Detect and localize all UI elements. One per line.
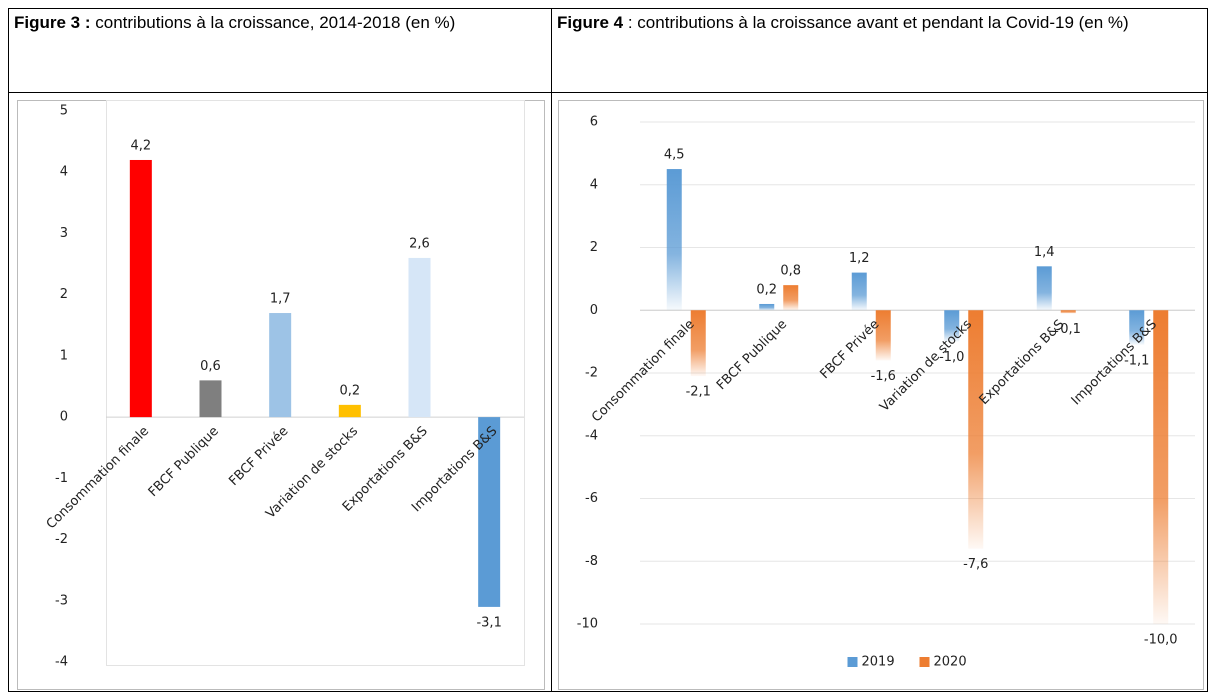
y-tick-label: 0: [60, 410, 68, 425]
y-tick-label: -2: [55, 532, 68, 547]
x-tick-label: Consommation finale: [589, 317, 697, 425]
y-tick-label: 2: [590, 240, 598, 255]
bar: [338, 404, 361, 418]
legend-label: 2019: [862, 655, 895, 670]
y-tick-label: 3: [60, 226, 68, 241]
x-tick-label: FBCF Publique: [714, 317, 790, 393]
data-label: 4,5: [664, 148, 685, 163]
data-label: -1,6: [871, 369, 896, 384]
x-tick-label: FBCF Publique: [146, 424, 222, 500]
table-border: [8, 8, 1208, 692]
bar: [199, 380, 222, 418]
x-tick-label: Exportations B&S: [977, 317, 1068, 408]
y-tick-label: -6: [585, 491, 598, 506]
data-label: -0,1: [1056, 322, 1081, 337]
data-label: -7,6: [963, 557, 988, 572]
data-label: 1,7: [270, 292, 291, 307]
bar: [408, 257, 431, 418]
data-label: 0,2: [339, 383, 360, 398]
chart-frame: [558, 100, 1204, 690]
y-tick-label: 0: [590, 303, 598, 318]
bar: [1153, 310, 1169, 624]
data-label: 0,8: [780, 264, 801, 279]
bar: [1129, 310, 1145, 345]
y-tick-label: -4: [585, 428, 598, 443]
y-tick-label: -3: [55, 593, 68, 608]
y-tick-label: -10: [577, 617, 598, 632]
data-label: 4,2: [130, 138, 151, 153]
data-label: -2,1: [686, 385, 711, 400]
bar: [783, 285, 799, 311]
bar: [759, 303, 775, 311]
y-tick-label: -1: [55, 471, 68, 486]
legend-swatch: [847, 657, 858, 667]
y-tick-label: 4: [590, 177, 598, 192]
x-tick-label: Variation de stocks: [877, 317, 975, 415]
y-tick-label: -8: [585, 554, 598, 569]
bar: [1060, 310, 1076, 314]
y-tick-label: 1: [60, 348, 68, 363]
caption: Figure 3 : contributions à la croissance…: [14, 12, 544, 34]
data-label: -1,0: [939, 350, 964, 365]
plot-area: [106, 100, 525, 666]
y-tick-label: 4: [60, 165, 68, 180]
caption-text: contributions à la croissance, 2014-2018…: [95, 13, 456, 32]
data-label: 1,2: [849, 251, 870, 266]
y-tick-label: 5: [60, 104, 68, 119]
data-label: -1,1: [1124, 353, 1149, 368]
data-label: 0,2: [756, 282, 777, 297]
bar: [690, 310, 706, 377]
caption-text: : contributions à la croissance avant et…: [627, 13, 1129, 32]
caption-label: Figure 4: [557, 13, 624, 32]
bar: [478, 417, 501, 607]
bar: [944, 310, 960, 342]
y-tick-label: -2: [585, 366, 598, 381]
bar: [129, 159, 152, 418]
y-tick-label: 6: [590, 115, 598, 130]
bar: [269, 313, 292, 418]
data-label: 1,4: [1034, 245, 1055, 260]
caption: Figure 4 : contributions à la croissance…: [557, 12, 1197, 34]
y-tick-label: -4: [55, 655, 68, 670]
bar: [666, 169, 682, 311]
bar: [1036, 266, 1052, 311]
data-label: -10,0: [1144, 633, 1178, 648]
data-label: 0,6: [200, 359, 221, 374]
bar: [851, 272, 867, 311]
x-tick-label: FBCF Privée: [226, 424, 291, 489]
data-label: 2,6: [409, 236, 430, 251]
bar: [968, 310, 984, 549]
caption-label: Figure 3 :: [14, 13, 91, 32]
bar: [875, 310, 891, 361]
legend-label: 2020: [934, 655, 967, 670]
legend-swatch: [919, 657, 930, 667]
data-label: -3,1: [476, 615, 501, 630]
y-tick-label: 2: [60, 287, 68, 302]
